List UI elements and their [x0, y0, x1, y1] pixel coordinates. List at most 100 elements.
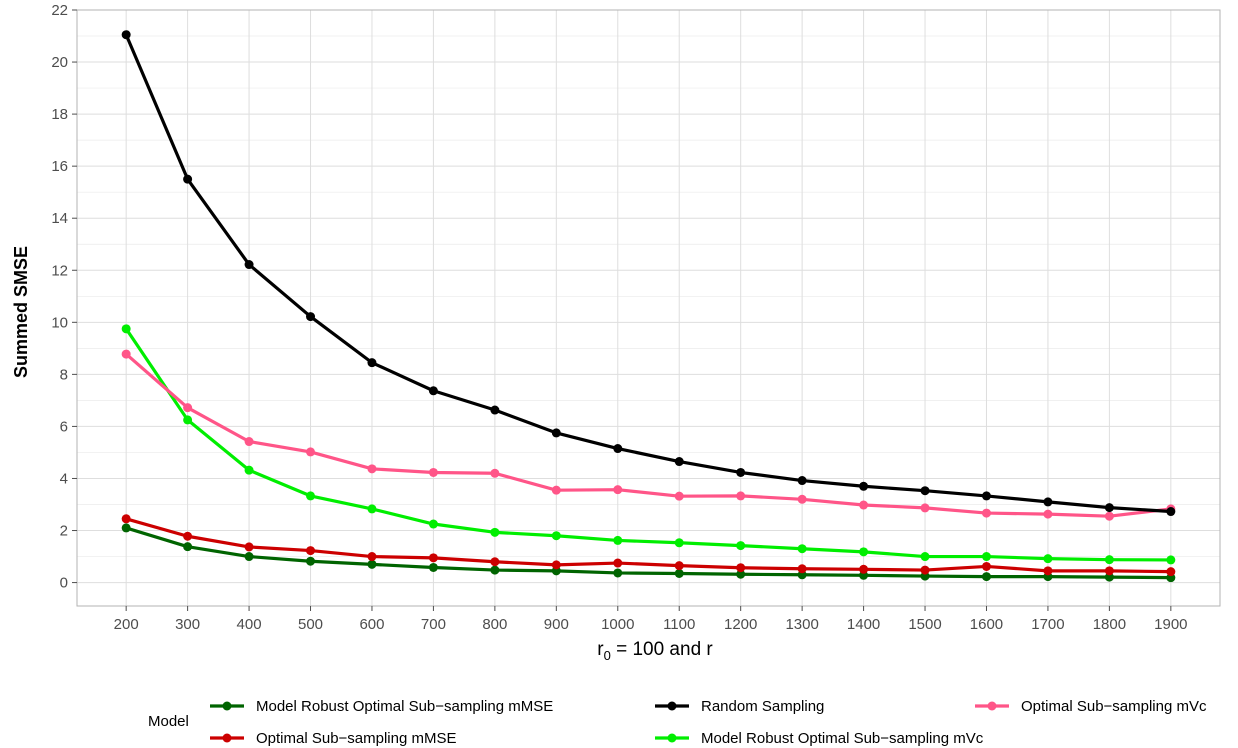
- series-line: [124, 34, 1171, 514]
- data-point: [551, 560, 561, 570]
- data-point: [244, 437, 254, 447]
- series-0: [121, 523, 1176, 583]
- data-point: [1043, 554, 1053, 564]
- data-point: [490, 565, 500, 575]
- data-point: [183, 531, 193, 541]
- x-tick-label: 700: [421, 616, 446, 633]
- y-tick-label: 4: [60, 470, 68, 487]
- data-point: [306, 491, 316, 501]
- legend: Model Model Robust Optimal Sub−sampling …: [148, 698, 1207, 747]
- data-point: [736, 541, 746, 551]
- x-tick-label: 1400: [847, 616, 880, 633]
- data-point: [859, 547, 869, 557]
- data-point: [859, 500, 869, 510]
- x-tick-label: 500: [298, 616, 323, 633]
- y-axis-title: Summed SMSE: [11, 246, 31, 378]
- series-line: [124, 327, 1171, 562]
- data-point: [306, 546, 316, 556]
- y-tick-label: 14: [51, 210, 68, 227]
- series-line: [125, 526, 1171, 580]
- legend-key-point: [222, 701, 232, 711]
- y-tick-label: 16: [51, 158, 68, 175]
- x-tick-label: 1000: [601, 616, 634, 633]
- data-point: [183, 174, 193, 184]
- legend-item: Model Robust Optimal Sub−sampling mVc: [655, 730, 984, 747]
- data-point: [121, 523, 131, 533]
- data-point: [736, 563, 746, 573]
- data-point: [367, 559, 377, 569]
- data-point: [1043, 497, 1053, 507]
- y-tick-label: 2: [60, 523, 68, 540]
- y-tick-label: 20: [51, 54, 68, 71]
- data-point: [1104, 572, 1114, 582]
- data-point: [1166, 507, 1176, 517]
- data-point: [306, 312, 316, 322]
- data-point: [428, 467, 438, 477]
- data-point: [674, 561, 684, 571]
- x-tick-label: 1100: [663, 616, 695, 633]
- data-point: [244, 552, 254, 562]
- x-axis-title-subscript: 0: [604, 648, 611, 663]
- data-point: [367, 552, 377, 562]
- y-tick-label: 0: [60, 575, 68, 592]
- data-point: [367, 504, 377, 514]
- x-tick-label: 1300: [785, 616, 818, 633]
- x-tick-label: 400: [237, 616, 262, 633]
- data-point: [367, 464, 377, 474]
- series-3: [121, 349, 1176, 521]
- y-tick-label: 12: [51, 262, 68, 279]
- legend-key-point: [222, 733, 232, 743]
- data-point: [797, 544, 807, 554]
- data-point: [613, 485, 623, 495]
- series-1: [121, 324, 1176, 565]
- x-tick-label: 900: [544, 616, 569, 633]
- x-tick-label: 600: [359, 616, 384, 633]
- data-point: [736, 491, 746, 501]
- data-point: [428, 553, 438, 563]
- data-point: [981, 508, 991, 518]
- x-tick-label: 1800: [1093, 616, 1126, 633]
- data-point: [613, 568, 623, 578]
- y-tick-label: 10: [51, 314, 68, 331]
- data-point: [1104, 555, 1114, 565]
- x-tick-label: 1700: [1031, 616, 1064, 633]
- x-tick-label: 1500: [908, 616, 941, 633]
- data-point: [920, 503, 930, 513]
- data-point: [183, 542, 193, 552]
- data-point: [736, 467, 746, 477]
- data-point: [1166, 555, 1176, 565]
- data-point: [981, 491, 991, 501]
- legend-key-point: [667, 701, 677, 711]
- x-tick-label: 800: [482, 616, 507, 633]
- legend-item: Optimal Sub−sampling mMSE: [210, 730, 457, 747]
- series-2: [121, 514, 1176, 577]
- legend-label: Optimal Sub−sampling mMSE: [256, 730, 457, 747]
- data-point: [674, 457, 684, 467]
- data-point: [490, 468, 500, 478]
- data-point: [121, 349, 131, 359]
- legend-label: Optimal Sub−sampling mVc: [1021, 698, 1207, 715]
- data-point: [859, 481, 869, 491]
- legend-label: Model Robust Optimal Sub−sampling mVc: [701, 730, 984, 747]
- data-point: [920, 486, 930, 496]
- data-point: [1166, 567, 1176, 577]
- data-point: [1043, 566, 1053, 576]
- x-axis-title-rest: = 100 and r: [611, 639, 714, 660]
- data-point: [613, 444, 623, 454]
- x-tick-label: 200: [114, 616, 139, 633]
- legend-item: Model Robust Optimal Sub−sampling mMSE: [210, 698, 553, 715]
- series-layer: [121, 30, 1176, 583]
- data-point: [981, 552, 991, 562]
- data-point: [121, 324, 131, 334]
- data-point: [920, 552, 930, 562]
- x-axis-title: r0 = 100 and r: [597, 639, 713, 663]
- data-point: [551, 531, 561, 541]
- data-point: [121, 30, 131, 40]
- data-point: [981, 572, 991, 582]
- series-4: [121, 30, 1176, 517]
- data-point: [613, 535, 623, 545]
- data-point: [367, 358, 377, 368]
- data-point: [244, 465, 254, 475]
- data-point: [428, 519, 438, 529]
- data-point: [1104, 503, 1114, 513]
